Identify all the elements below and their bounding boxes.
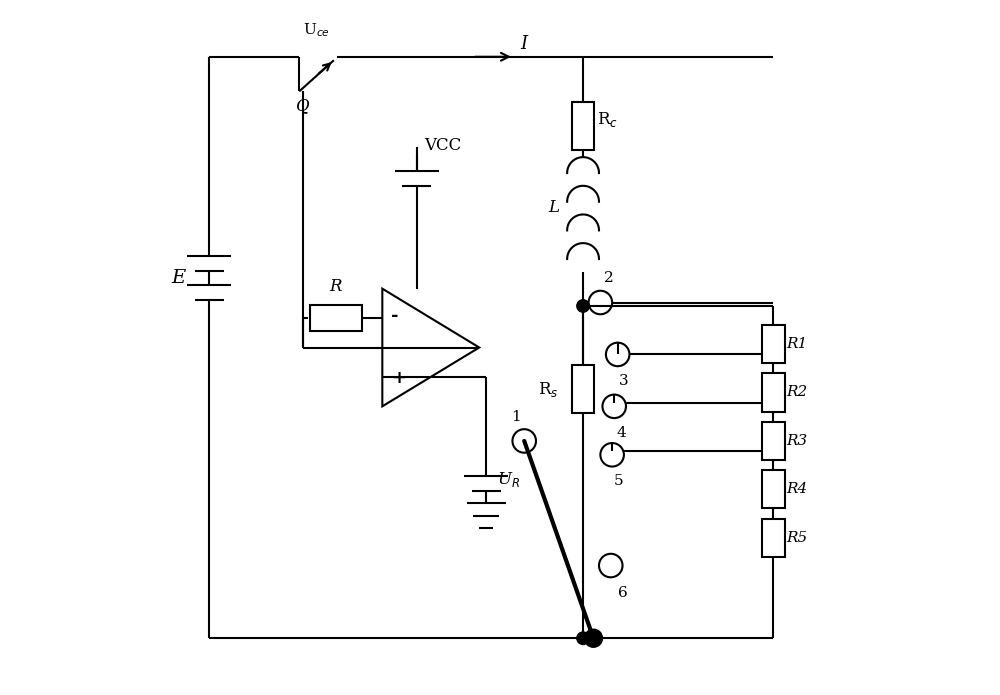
Text: 3: 3 [619,374,629,388]
Text: L: L [548,199,559,216]
Bar [310,305,362,332]
Text: R4: R4 [786,482,807,496]
Text: U$_R$: U$_R$ [497,470,520,489]
Circle shape [584,629,602,647]
Text: R$_c$: R$_c$ [597,110,618,129]
Text: VCC: VCC [424,137,461,154]
Circle shape [577,300,589,312]
Text: R5: R5 [786,531,807,545]
Circle shape [577,632,589,644]
Text: 4: 4 [616,426,626,440]
Bar [762,325,785,363]
Bar [762,519,785,557]
Bar [572,101,594,150]
Text: +: + [391,369,406,387]
Text: 2: 2 [604,271,614,285]
Text: 6: 6 [618,587,627,600]
Bar [572,365,594,414]
Text: R$_s$: R$_s$ [538,379,559,398]
Bar [762,422,785,460]
Text: E: E [171,269,185,287]
Text: U$_{ce}$: U$_{ce}$ [303,22,330,40]
Text: 1: 1 [511,409,521,424]
Text: Q: Q [296,97,309,114]
Text: R: R [329,278,342,295]
Bar [762,373,785,411]
Text: R1: R1 [786,337,807,351]
Bar [762,471,785,509]
Text: R2: R2 [786,386,807,400]
Text: 5: 5 [614,474,624,488]
Text: -: - [391,307,398,325]
Text: I: I [521,35,528,54]
Text: R3: R3 [786,434,807,448]
